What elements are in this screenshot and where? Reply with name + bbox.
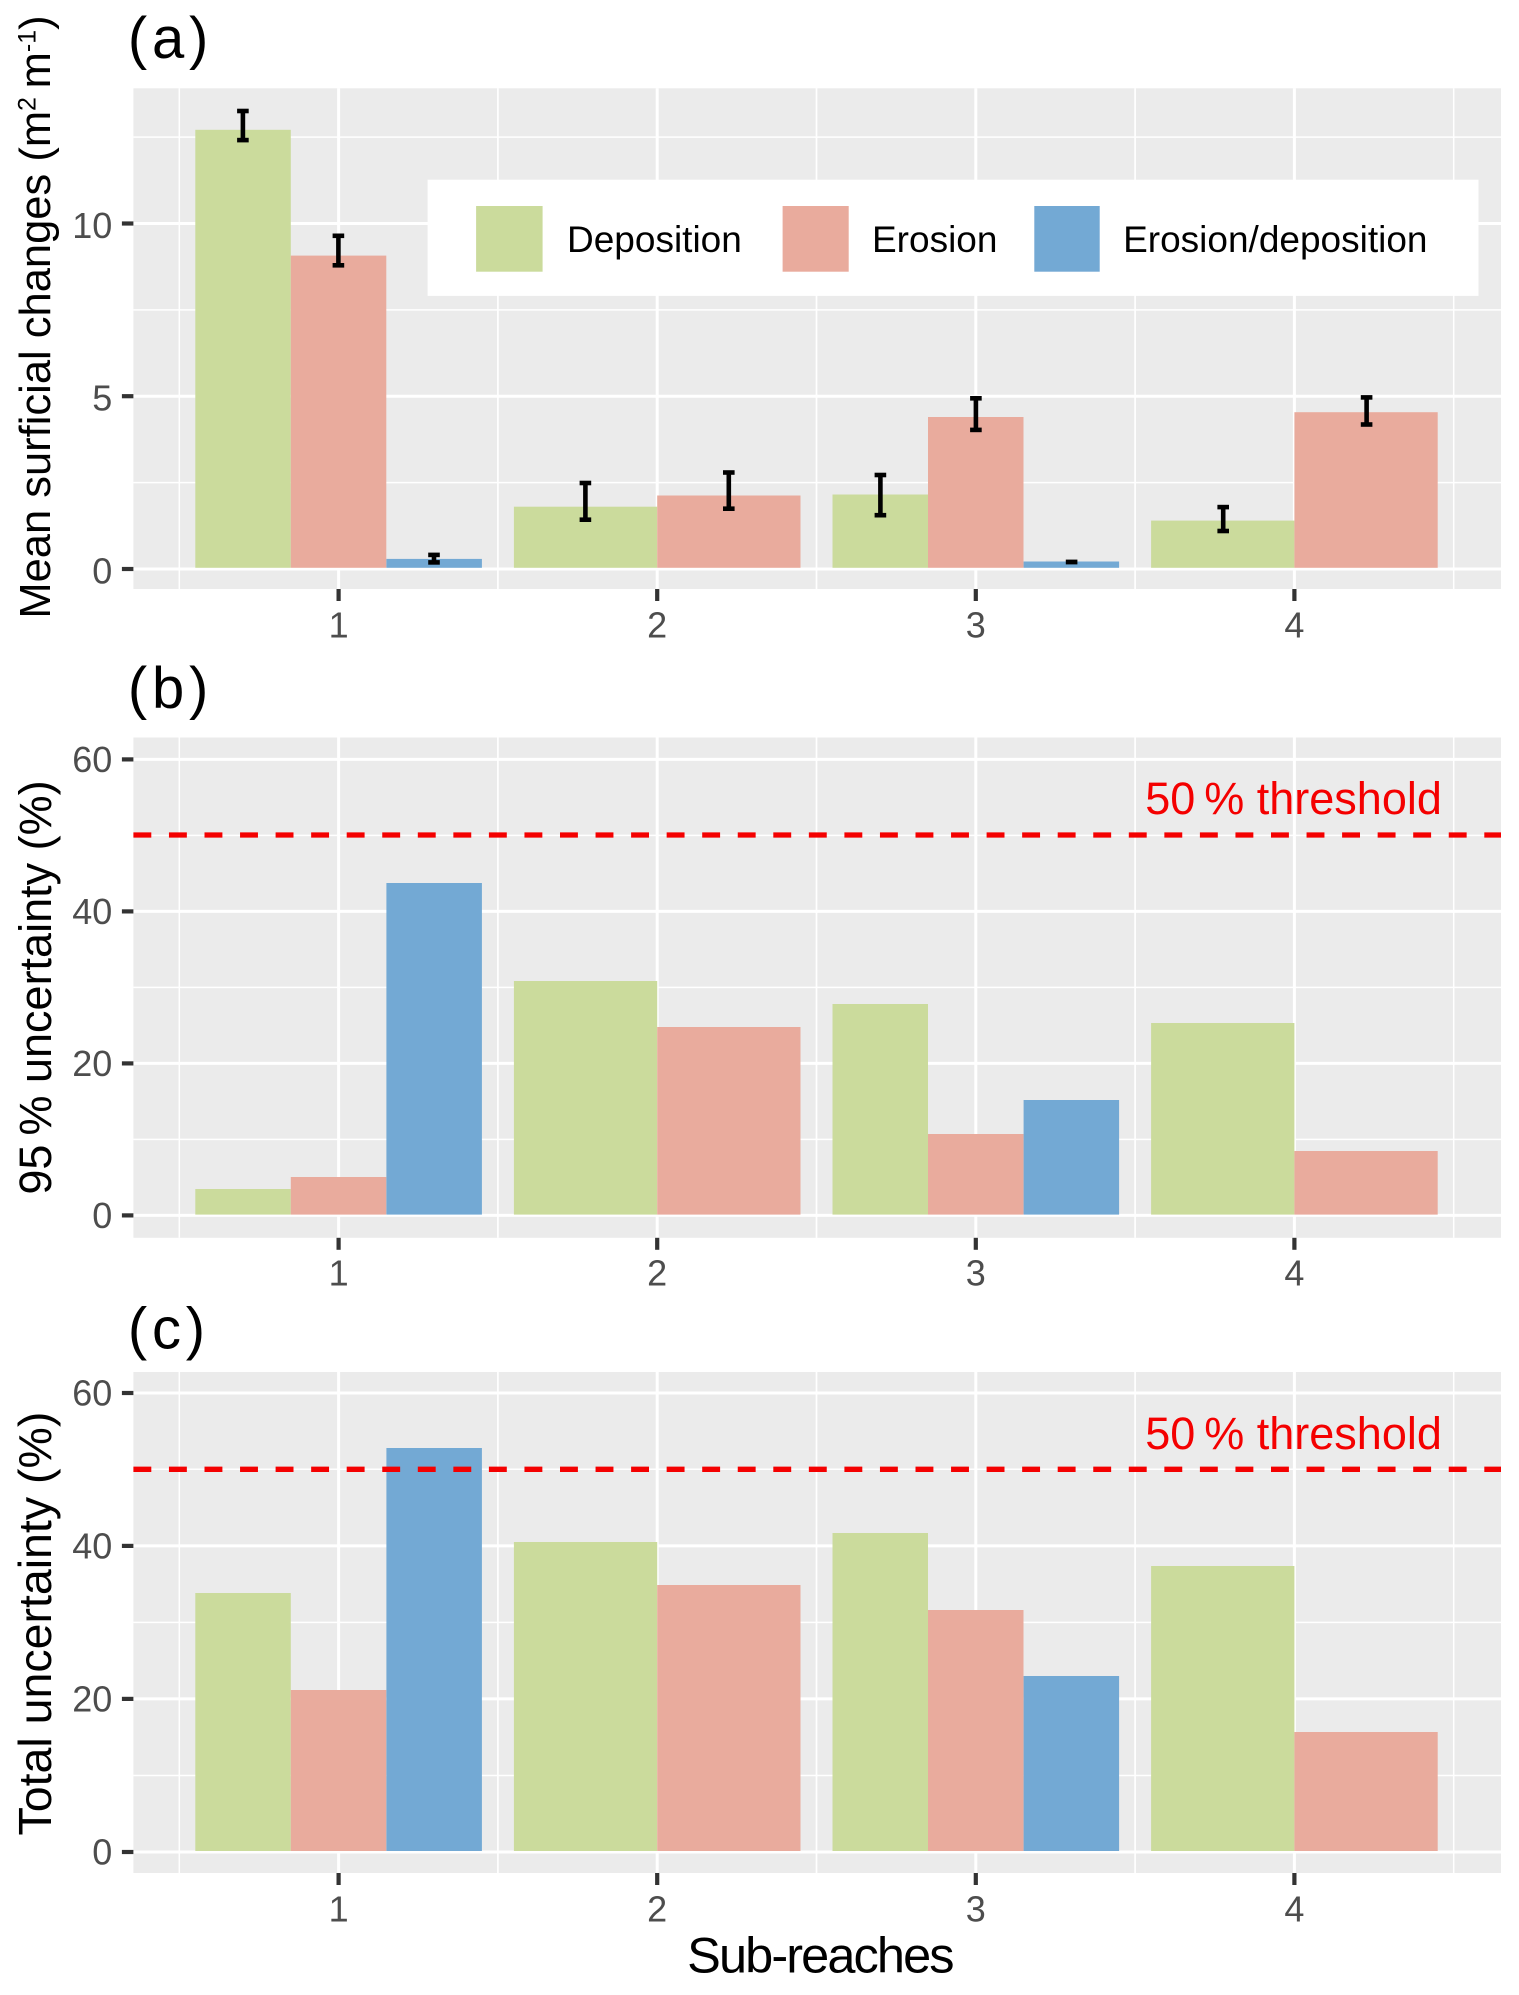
svg-text:4: 4 [1284,1253,1304,1294]
svg-text:20: 20 [72,1043,112,1084]
svg-text:3: 3 [966,1253,986,1294]
svg-text:Erosion: Erosion [872,219,997,260]
svg-text:3: 3 [966,1888,986,1929]
svg-text:50 % threshold: 50 % threshold [1145,773,1442,824]
svg-text:4: 4 [1284,604,1304,645]
svg-text:1: 1 [329,1888,349,1929]
svg-text:4: 4 [1284,1888,1304,1929]
svg-text:50 % threshold: 50 % threshold [1145,1408,1442,1459]
svg-text:95 % uncertainty (%): 95 % uncertainty (%) [10,780,61,1194]
svg-text:0: 0 [92,1195,112,1236]
svg-text:40: 40 [72,1525,112,1566]
svg-text:20: 20 [72,1678,112,1719]
svg-text:10: 10 [72,205,112,246]
svg-text:60: 60 [72,1373,112,1414]
svg-text:2: 2 [647,1888,667,1929]
svg-text:2: 2 [647,604,667,645]
svg-text:60: 60 [72,739,112,780]
svg-text:Deposition: Deposition [567,219,742,260]
svg-text:Sub-reaches: Sub-reaches [687,1926,953,1983]
svg-text:(c): (c) [128,1296,210,1361]
svg-text:0: 0 [92,551,112,592]
svg-text:Mean surficial changes (m2 m-1: Mean surficial changes (m2 m-1) [12,15,60,618]
svg-text:Erosion/deposition: Erosion/deposition [1123,219,1427,260]
svg-text:(a): (a) [128,6,213,71]
svg-text:(b): (b) [128,656,213,721]
svg-text:1: 1 [329,604,349,645]
svg-text:0: 0 [92,1832,112,1873]
svg-text:1: 1 [329,1253,349,1294]
svg-text:2: 2 [647,1253,667,1294]
svg-text:Total uncertainty (%): Total uncertainty (%) [9,1412,61,1836]
svg-text:5: 5 [92,378,112,419]
svg-text:3: 3 [966,604,986,645]
svg-text:40: 40 [72,891,112,932]
